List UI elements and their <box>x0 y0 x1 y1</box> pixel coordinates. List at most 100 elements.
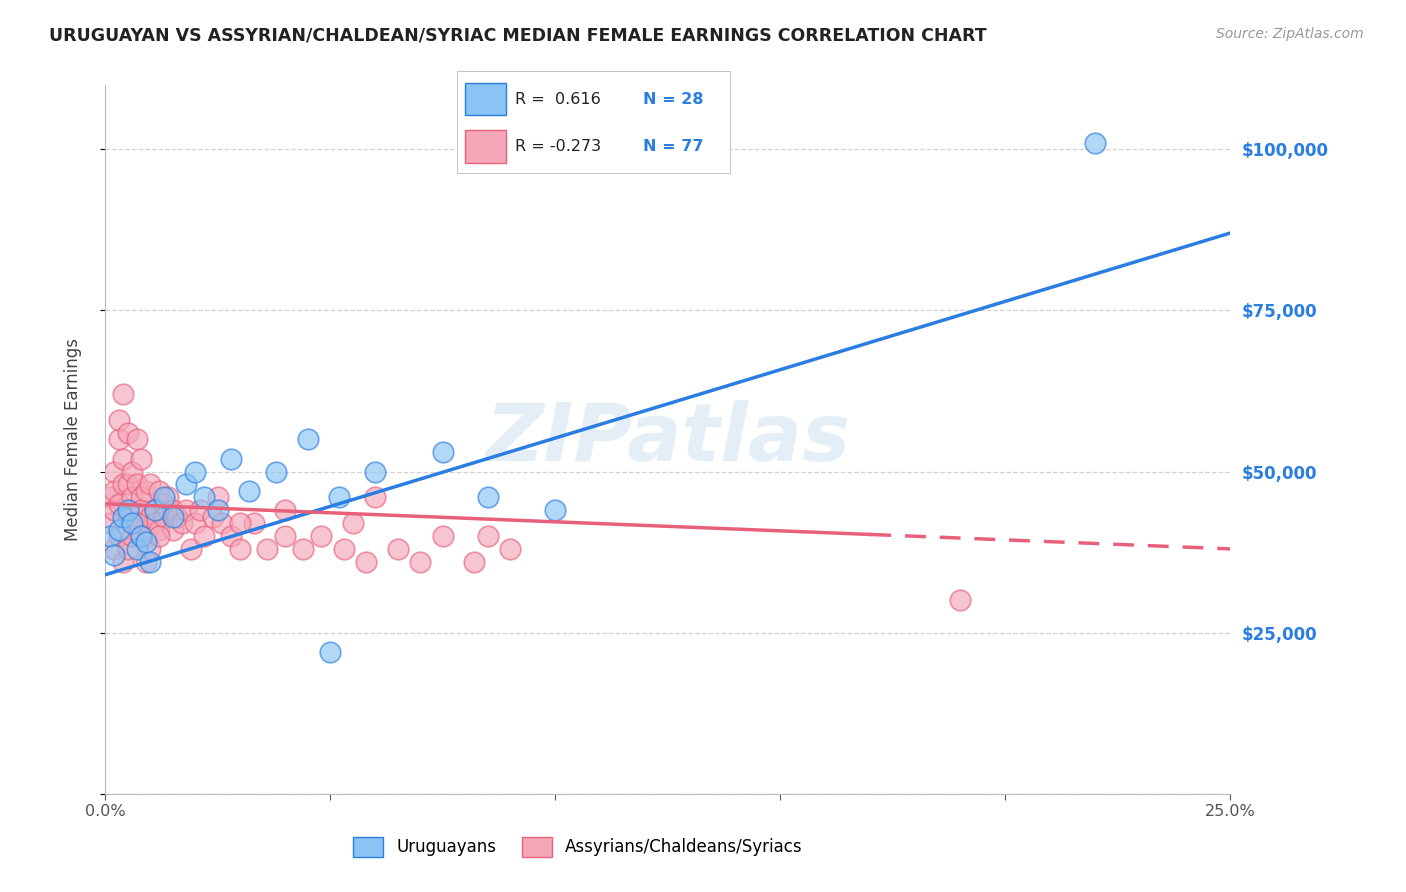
Point <box>135 483 157 498</box>
Point <box>180 541 202 556</box>
Point <box>266 465 288 479</box>
Point <box>157 503 180 517</box>
Point <box>143 503 166 517</box>
Point <box>342 516 364 530</box>
Text: ZIPatlas: ZIPatlas <box>485 401 851 478</box>
Point <box>188 503 211 517</box>
Point <box>103 465 125 479</box>
Point <box>121 465 143 479</box>
Point <box>162 509 184 524</box>
Y-axis label: Median Female Earnings: Median Female Earnings <box>63 338 82 541</box>
Point <box>328 491 350 505</box>
FancyBboxPatch shape <box>465 130 506 162</box>
Point <box>176 503 198 517</box>
Point <box>333 541 356 556</box>
Point <box>148 483 170 498</box>
Point <box>238 483 260 498</box>
Text: R =  0.616: R = 0.616 <box>515 92 600 106</box>
Point <box>108 413 131 427</box>
Point <box>1084 136 1107 150</box>
Point <box>131 491 153 505</box>
Text: N = 28: N = 28 <box>644 92 704 106</box>
Point <box>544 503 567 517</box>
Point <box>364 491 387 505</box>
Point <box>148 529 170 543</box>
Text: Source: ZipAtlas.com: Source: ZipAtlas.com <box>1216 27 1364 41</box>
Point <box>108 529 131 543</box>
Point <box>229 516 252 530</box>
Point <box>98 491 121 505</box>
Point <box>243 516 266 530</box>
Point <box>121 516 143 530</box>
Point <box>207 491 229 505</box>
Point <box>193 491 215 505</box>
Point <box>193 529 215 543</box>
Point <box>162 503 184 517</box>
Point <box>103 549 125 563</box>
Point <box>153 491 176 505</box>
Point <box>157 491 180 505</box>
Point <box>112 555 135 569</box>
Point <box>477 491 499 505</box>
Point <box>387 541 409 556</box>
Point <box>139 477 162 491</box>
Point <box>432 445 454 459</box>
Point <box>499 541 522 556</box>
Point <box>432 529 454 543</box>
Point <box>477 529 499 543</box>
Point <box>125 516 148 530</box>
Point <box>125 541 148 556</box>
Point <box>139 555 162 569</box>
FancyBboxPatch shape <box>465 83 506 115</box>
Text: URUGUAYAN VS ASSYRIAN/CHALDEAN/SYRIAC MEDIAN FEMALE EARNINGS CORRELATION CHART: URUGUAYAN VS ASSYRIAN/CHALDEAN/SYRIAC ME… <box>49 27 987 45</box>
Point <box>153 509 176 524</box>
Point <box>121 529 143 543</box>
Point <box>98 529 121 543</box>
Point <box>184 465 207 479</box>
Point <box>117 503 139 517</box>
Point <box>229 541 252 556</box>
Point <box>319 645 342 659</box>
Point <box>131 529 153 543</box>
Point <box>153 497 176 511</box>
Point <box>274 529 297 543</box>
Point <box>221 529 243 543</box>
Point <box>356 555 378 569</box>
Point <box>162 523 184 537</box>
Point <box>135 535 157 549</box>
Point <box>256 541 278 556</box>
Point <box>117 509 139 524</box>
Point <box>211 516 233 530</box>
Point <box>148 523 170 537</box>
Point <box>274 503 297 517</box>
Point <box>131 451 153 466</box>
Point <box>117 541 139 556</box>
Point <box>112 451 135 466</box>
Point <box>125 516 148 530</box>
Point <box>117 425 139 440</box>
Point <box>166 509 188 524</box>
Point <box>184 516 207 530</box>
Point <box>98 516 121 530</box>
Point <box>135 555 157 569</box>
Point <box>112 509 135 524</box>
Point <box>143 503 166 517</box>
Point <box>143 516 166 530</box>
Point <box>202 509 225 524</box>
Point <box>364 465 387 479</box>
Point <box>103 483 125 498</box>
Point <box>176 477 198 491</box>
Legend: Uruguayans, Assyrians/Chaldeans/Syriacs: Uruguayans, Assyrians/Chaldeans/Syriacs <box>346 830 810 863</box>
Point <box>463 555 485 569</box>
Point <box>108 497 131 511</box>
Point <box>131 503 153 517</box>
Point <box>221 451 243 466</box>
Point <box>112 387 135 401</box>
Point <box>170 516 193 530</box>
Text: R = -0.273: R = -0.273 <box>515 139 600 153</box>
Point <box>117 477 139 491</box>
Point <box>409 555 432 569</box>
Point <box>949 593 972 607</box>
Point <box>311 529 333 543</box>
Point <box>125 477 148 491</box>
